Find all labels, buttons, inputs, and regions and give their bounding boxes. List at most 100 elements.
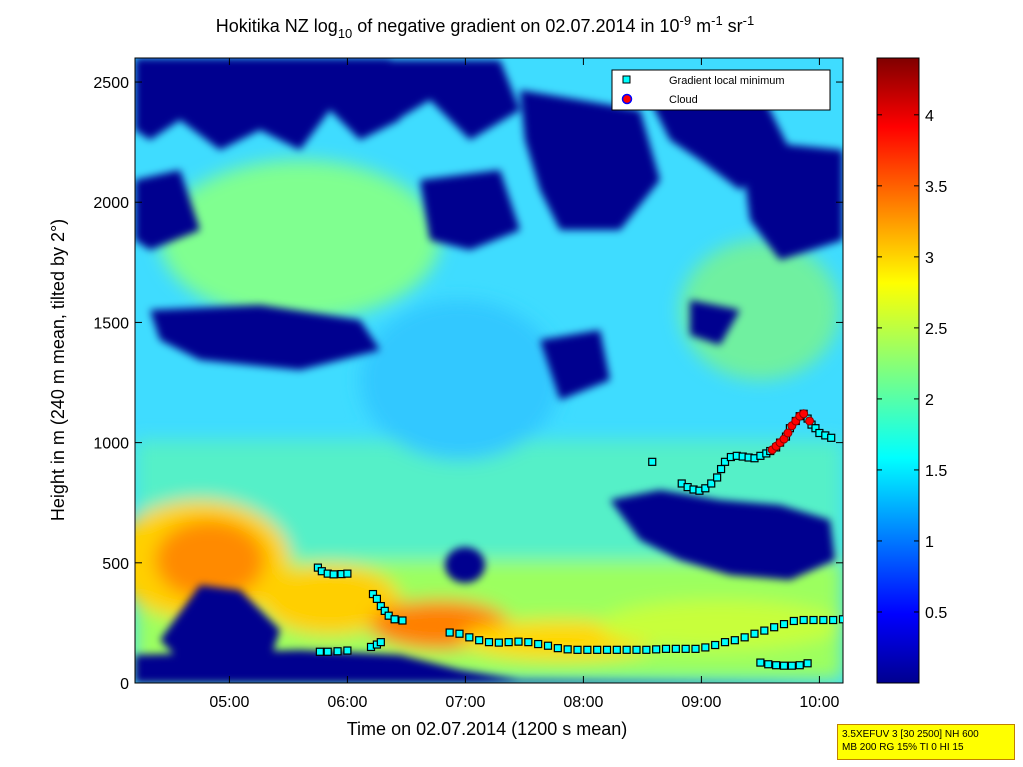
gradient-min-marker [343, 646, 352, 655]
chart-title: Hokitika NZ log10 of negative gradient o… [216, 13, 754, 41]
gradient-min-marker [829, 615, 838, 625]
colorbar-tick-label: 1 [925, 534, 934, 551]
gradient-min-marker [787, 661, 796, 670]
y-ticks: 0 500 1000 1500 2000 2500 [93, 75, 843, 693]
y-axis-label: Height in m (240 m mean, tilted by 2°) [48, 219, 68, 521]
settings-info-box: 3.5XEFUV 3 [30 2500] NH 600 MB 200 RG 15… [837, 724, 1015, 760]
gradient-min-marker [484, 638, 494, 647]
gradient-min-marker [799, 615, 808, 625]
x-tick-label: 05:00 [209, 694, 249, 711]
cloud-marker [805, 416, 815, 426]
y-tick-label: 1500 [93, 315, 129, 332]
gradient-min-marker [494, 638, 503, 647]
colorbar-tick-label: 3 [925, 250, 934, 267]
gradient-min-marker [315, 647, 324, 656]
gradient-min-marker [323, 647, 332, 656]
gradient-min-marker [475, 636, 484, 645]
gradient-min-marker [622, 645, 631, 654]
gradient-min-marker [376, 638, 385, 647]
gradient-min-marker [681, 644, 690, 653]
gradient-min-marker [701, 484, 710, 493]
gradient-min-marker [343, 569, 352, 578]
info-line-1: 3.5XEFUV 3 [30 2500] NH 600 [842, 729, 979, 740]
y-tick-label: 2500 [93, 75, 129, 92]
x-axis-label: Time on 02.07.2014 (1200 s mean) [347, 719, 628, 739]
cloud-marker [799, 409, 809, 419]
y-tick-label: 0 [120, 676, 129, 693]
info-line-2: MB 200 RG 15% TI 0 HI 15 [842, 742, 964, 753]
gradient-min-marker [642, 645, 651, 654]
gradient-min-marker [333, 647, 342, 656]
gradient-min-marker [827, 433, 836, 442]
gradient-min-marker [711, 640, 720, 650]
gradient-min-marker [760, 626, 769, 635]
gradient-min-marker [691, 644, 700, 653]
gradient-min-marker [713, 473, 722, 482]
gradient-min-marker [329, 570, 338, 579]
gradient-min-marker [671, 644, 680, 653]
gradient-min-marker [583, 645, 592, 654]
gradient-min-marker [701, 643, 710, 652]
colorbar-tick-label: 2.5 [925, 321, 947, 338]
gradient-min-marker [779, 661, 789, 670]
gradient-min-marker [632, 645, 641, 654]
plot-area [134, 57, 844, 684]
markers-layer [313, 409, 843, 670]
legend: Gradient local minimum Cloud [611, 69, 831, 111]
gradient-min-marker [648, 457, 657, 466]
legend-swatch-cloud [621, 93, 633, 105]
gradient-min-marker [661, 644, 671, 653]
gradient-min-marker [789, 616, 798, 626]
gradient-min-marker [819, 615, 828, 625]
colorbar-tick-label: 2 [925, 392, 934, 409]
colorbar-tick-label: 1.5 [925, 463, 947, 480]
colorbar-tick-label: 3.5 [925, 179, 947, 196]
gradient-min-marker [720, 638, 730, 647]
gradient-min-marker [716, 464, 726, 474]
colorbar-tick-label: 4 [925, 108, 934, 125]
gradient-min-marker [504, 638, 513, 647]
gradient-min-marker [779, 620, 789, 629]
x-ticks: 05:00 06:00 07:00 08:00 09:00 10:00 [209, 58, 840, 711]
gradient-min-marker [534, 639, 543, 649]
gradient-min-marker [652, 645, 661, 654]
gradient-min-marker [465, 633, 474, 642]
x-tick-label: 08:00 [563, 694, 603, 711]
gradient-min-marker [612, 645, 621, 654]
legend-swatch-gradient-min [622, 75, 631, 84]
gradient-min-marker [524, 638, 533, 647]
gradient-min-marker [563, 645, 572, 654]
gradient-min-marker [750, 629, 759, 638]
legend-label-cloud: Cloud [669, 94, 698, 106]
gradient-min-marker [803, 659, 812, 668]
gradient-min-marker [372, 594, 381, 603]
gradient-min-marker [720, 457, 730, 466]
gradient-min-marker [838, 615, 843, 624]
gradient-min-marker [573, 645, 582, 654]
x-tick-label: 06:00 [327, 694, 367, 711]
legend-box [611, 69, 831, 111]
x-tick-label: 10:00 [799, 694, 839, 711]
gradient-min-marker [593, 645, 602, 654]
gradient-min-marker [809, 615, 818, 625]
colorbar-ticks: 0.5 1 1.5 2 2.5 3 3.5 4 [877, 108, 947, 622]
gradient-min-marker [764, 660, 773, 669]
gradient-min-marker [514, 637, 523, 646]
gradient-min-marker [390, 615, 399, 624]
heatmap-field [135, 58, 843, 683]
y-tick-label: 1000 [93, 436, 129, 453]
gradient-min-marker [398, 616, 407, 625]
y-tick-label: 500 [102, 556, 129, 573]
gradient-min-marker [543, 641, 553, 650]
gradient-min-marker [770, 623, 779, 632]
x-tick-label: 09:00 [681, 694, 721, 711]
colorbar [876, 57, 920, 684]
gradient-min-marker [445, 628, 454, 637]
x-tick-label: 07:00 [445, 694, 485, 711]
gradient-min-marker [730, 636, 739, 645]
gradient-min-marker [455, 629, 464, 638]
gradient-min-marker [602, 645, 612, 654]
y-tick-label: 2000 [93, 195, 129, 212]
gradient-min-marker [772, 661, 781, 670]
